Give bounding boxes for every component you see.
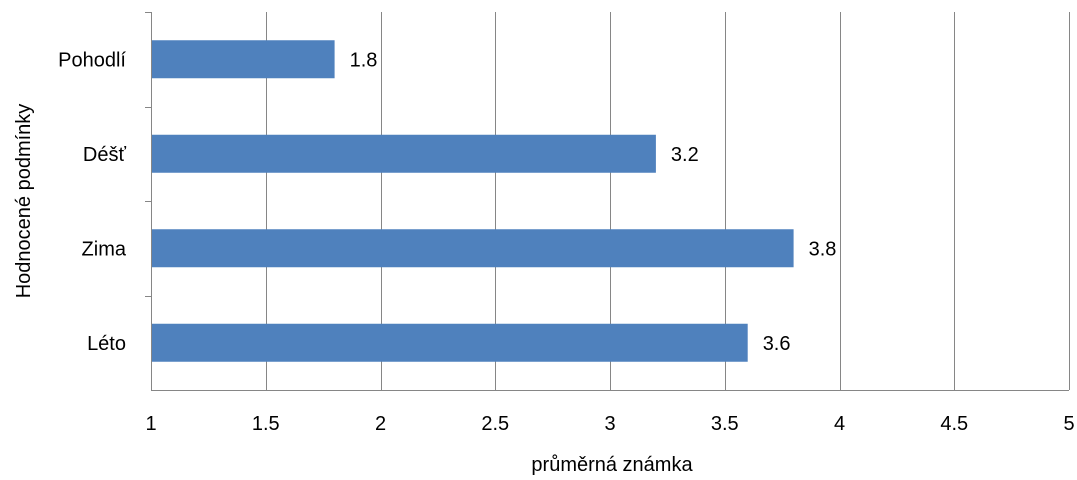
grid-lines xyxy=(266,12,1070,390)
x-tick-label: 3 xyxy=(604,413,615,435)
x-axis-title: průměrná známka xyxy=(531,454,693,475)
labels: 1 1.5 2 2.5 3 3.5 4 4.5 5 1.8 Pohodlí 3.2 Déšť 3.8 Zim… xyxy=(58,49,1074,435)
x-tick-label: 4 xyxy=(834,413,845,435)
bar xyxy=(152,323,748,362)
bar xyxy=(152,134,656,173)
x-tick-label: 2.5 xyxy=(481,413,509,435)
x-tick-label: 5 xyxy=(1063,413,1074,435)
x-tick-label: 1 xyxy=(145,413,156,435)
category-label: Pohodlí xyxy=(58,49,126,71)
x-tick-label: 2 xyxy=(375,413,386,435)
x-tick-label: 3.5 xyxy=(711,413,739,435)
category-label: Léto xyxy=(87,333,126,355)
axes xyxy=(145,12,1069,391)
category-label: Déšť xyxy=(83,144,127,166)
data-label: 3.2 xyxy=(671,144,699,166)
category-label: Zima xyxy=(82,238,127,260)
data-label: 3.6 xyxy=(763,333,791,355)
x-tick-label: 4.5 xyxy=(940,413,968,435)
x-tick-label: 1.5 xyxy=(252,413,280,435)
data-label: 1.8 xyxy=(350,49,378,71)
data-label: 3.8 xyxy=(809,238,837,260)
bars xyxy=(152,40,794,362)
bar xyxy=(152,40,335,79)
bar xyxy=(152,229,794,268)
y-axis-title: Hodnocené podmínky xyxy=(13,104,35,299)
